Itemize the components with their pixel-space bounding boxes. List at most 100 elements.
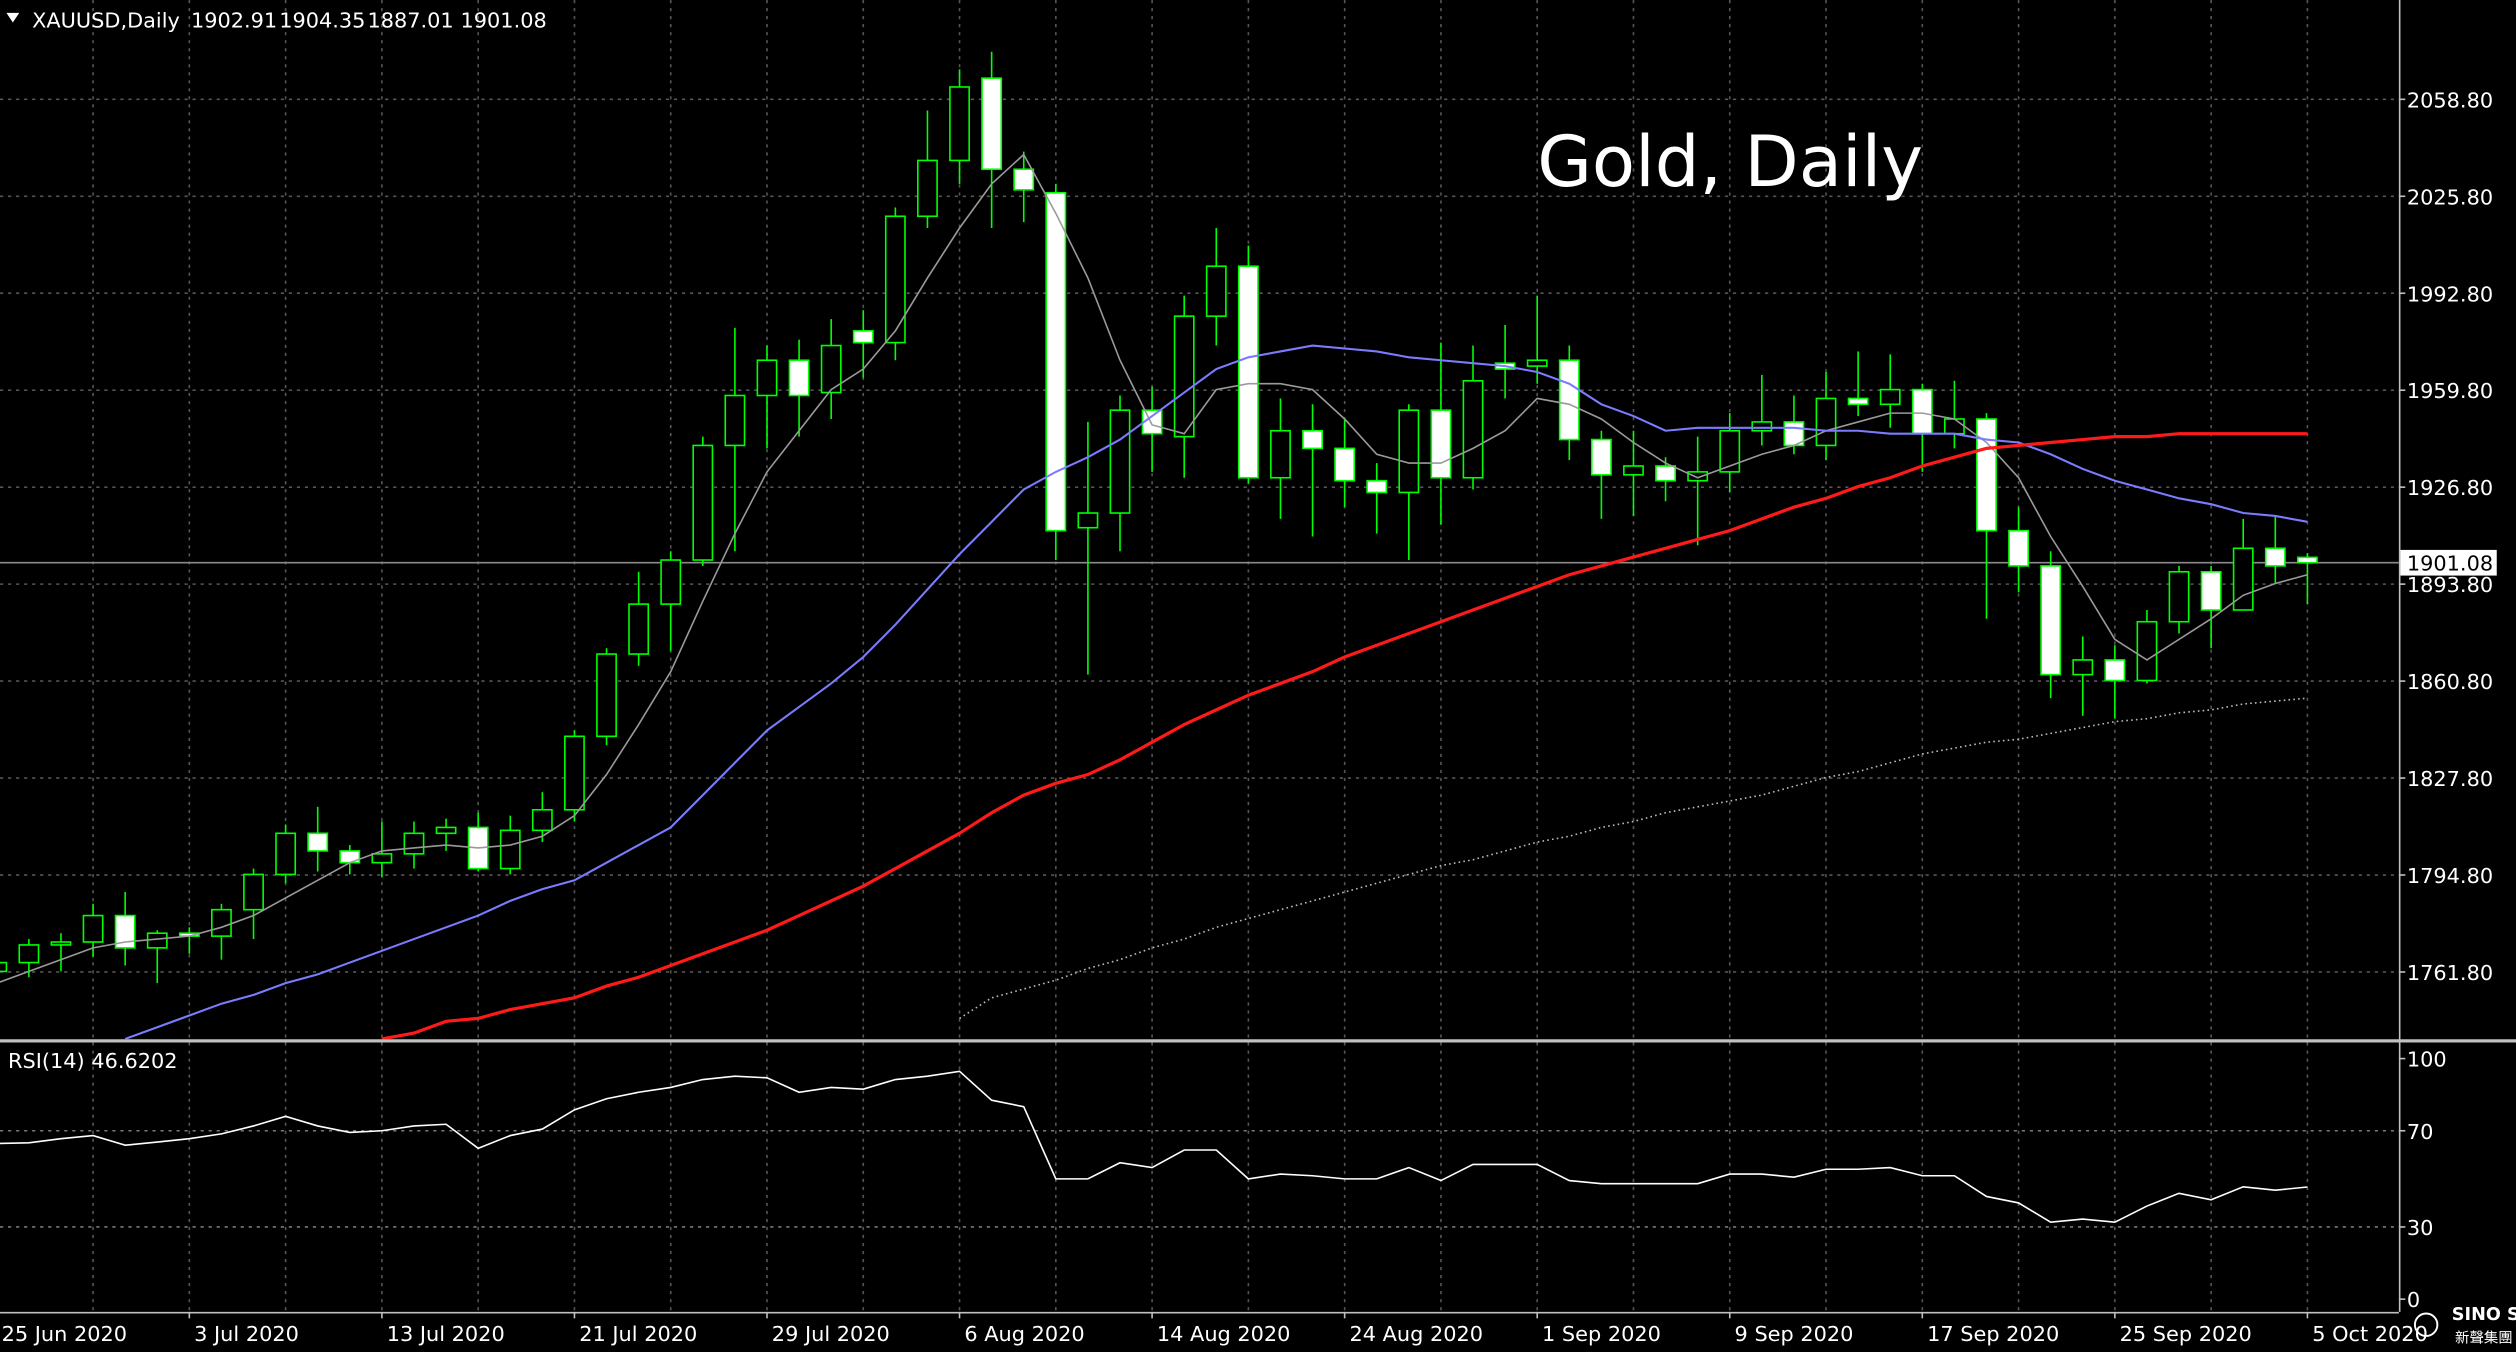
moving-average-line (0, 153, 2308, 983)
candle-body (820, 344, 842, 394)
x-tick-label: 1 Sep 2020 (1542, 1322, 1661, 1346)
logo-icon (2413, 1312, 2439, 1337)
x-tick-label: 14 Aug 2020 (1157, 1322, 1291, 1346)
candle-body (1013, 168, 1035, 191)
header-marker (6, 12, 20, 23)
rsi-panel (0, 1070, 2308, 1223)
candle-body (1590, 438, 1612, 476)
candle-body (2104, 659, 2126, 682)
candle-body (1687, 471, 1709, 482)
moving-average-line (381, 432, 2308, 1040)
candle-body (1173, 315, 1195, 438)
candle-body (2040, 565, 2062, 676)
symbol-label: XAUUSD,Daily (32, 8, 180, 32)
candle-body (1911, 388, 1933, 435)
candle-body (1976, 418, 1997, 532)
candle-body (50, 941, 72, 946)
x-tick-label: 5 Oct 2020 (2312, 1322, 2428, 1346)
current-price-label: 1901.08 (2407, 552, 2493, 576)
y-tick-label: 2025.80 (2407, 185, 2493, 209)
candle-body (1558, 359, 1580, 441)
candle-body (596, 653, 617, 738)
candle-body (2168, 570, 2190, 623)
rsi-y-tick-label: 70 (2407, 1120, 2434, 1144)
header-close: 1901.08 (461, 8, 547, 32)
candle-body (981, 77, 1003, 171)
y-tick-label: 1926.80 (2407, 476, 2493, 500)
candle-body (82, 914, 104, 943)
moving-average-line (124, 344, 2308, 1040)
candle-body (2136, 620, 2158, 682)
candle-body (1526, 359, 1548, 367)
candle-body (564, 735, 585, 811)
candle-body (531, 808, 553, 832)
x-tick-label: 21 Jul 2020 (579, 1322, 697, 1346)
candle-body (146, 932, 168, 949)
y-tick-label: 1794.80 (2407, 864, 2493, 888)
candle-body (1237, 265, 1259, 479)
candle-body (1398, 409, 1420, 494)
candle-body (1943, 418, 1965, 435)
candle-body (1879, 388, 1901, 406)
candle-body (2264, 547, 2286, 567)
logo: SINO SOUND 新聲集團 (2413, 1305, 2516, 1346)
header-low: 1887.01 (367, 8, 453, 32)
candle-body (243, 873, 264, 911)
header-open: 1902.91 (191, 8, 277, 32)
candle-body (917, 159, 938, 218)
rsi-y-tick-label: 30 (2407, 1216, 2434, 1240)
candle-body (1462, 379, 1484, 479)
y-tick-label: 1992.80 (2407, 282, 2493, 306)
candle-body (2072, 659, 2094, 676)
price-panel (0, 51, 2399, 1040)
logo-name: SINO SOUND (2452, 1305, 2516, 1325)
rsi-title: RSI(14) 46.6202 (8, 1049, 178, 1073)
candle-body (371, 853, 393, 864)
candle-body (0, 961, 8, 973)
candle-body (1623, 465, 1644, 476)
candle-body (1205, 265, 1227, 317)
y-tick-label: 1959.80 (2407, 379, 2493, 403)
candle-body (756, 359, 778, 397)
x-tick-label: 13 Jul 2020 (387, 1322, 505, 1346)
candle-body (1366, 479, 1388, 494)
x-tick-label: 25 Sep 2020 (2120, 1322, 2252, 1346)
candle-body (18, 944, 40, 964)
x-tick-label: 17 Sep 2020 (1927, 1322, 2059, 1346)
candle-body (1847, 397, 1869, 406)
candle-body (660, 559, 682, 605)
candle-body (1815, 397, 1837, 447)
x-tick-label: 6 Aug 2020 (964, 1322, 1084, 1346)
candle-body (435, 826, 457, 835)
candle-body (114, 914, 136, 949)
candle-body (2200, 570, 2222, 611)
x-tick-label: 29 Jul 2020 (772, 1322, 890, 1346)
candle-body (1045, 191, 1067, 532)
candle-body (788, 359, 810, 397)
y-tick-label: 1860.80 (2407, 670, 2493, 694)
candle-body (949, 86, 970, 162)
candle-body (1109, 409, 1131, 514)
candle-body (628, 603, 650, 655)
candle-body (2232, 547, 2254, 611)
candle-body (692, 444, 714, 561)
current-price-box (2400, 549, 2497, 576)
candle-body (2008, 529, 2030, 567)
rsi-line (0, 1070, 2308, 1223)
x-tick-label: 25 Jun 2020 (2, 1322, 127, 1346)
candle-body (1655, 465, 1676, 482)
rsi-y-tick-label: 100 (2407, 1048, 2447, 1072)
candle-body (1751, 421, 1773, 432)
y-tick-label: 2058.80 (2407, 88, 2493, 112)
watermark-title: Gold, Daily (1537, 120, 1923, 203)
candle-body (275, 832, 297, 876)
y-tick-label: 1893.80 (2407, 573, 2493, 597)
y-tick-label: 1827.80 (2407, 767, 2493, 791)
y-tick-label: 1761.80 (2407, 961, 2493, 985)
candle-body (211, 908, 232, 937)
candle-body (1302, 429, 1323, 450)
